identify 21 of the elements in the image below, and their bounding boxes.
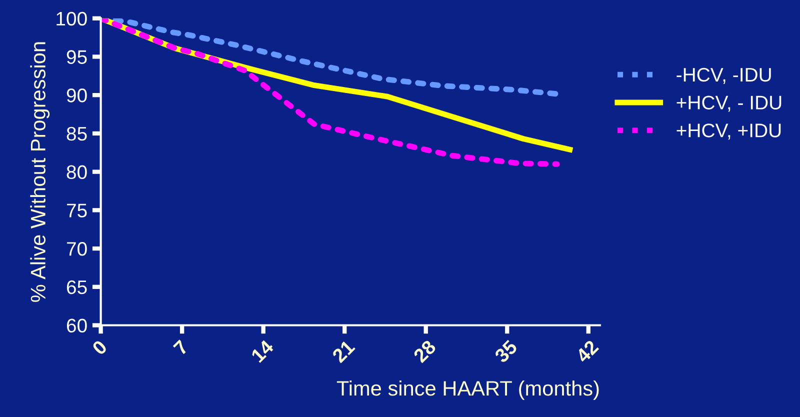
y-tick-label: 80 xyxy=(66,165,87,180)
y-tick-label: 100 xyxy=(56,12,87,26)
x-axis-title: Time since HAART (months) xyxy=(336,380,599,400)
y-tick-label: 70 xyxy=(66,242,87,256)
x-tick-label: 35 xyxy=(494,339,518,364)
legend-label: +HCV, - IDU xyxy=(676,96,782,112)
x-tick-label: 28 xyxy=(412,339,437,364)
legend-label: +HCV, +IDU xyxy=(676,124,781,140)
y-axis-title: % Alive Without Progression xyxy=(30,42,50,302)
y-tick-label: 85 xyxy=(66,126,87,141)
y-tick-label: 90 xyxy=(66,88,87,102)
x-tick-label: 7 xyxy=(172,340,189,356)
x-tick-label: 21 xyxy=(331,339,356,364)
legend-label: -HCV, -IDU xyxy=(676,68,771,84)
y-tick-label: 95 xyxy=(66,50,87,64)
y-tick-label: 60 xyxy=(66,318,87,332)
y-tick-label: 65 xyxy=(66,280,87,294)
x-tick-label: 0 xyxy=(91,339,108,356)
x-tick-label: 42 xyxy=(574,339,600,364)
x-tick-label: 14 xyxy=(250,339,274,363)
y-tick-label: 75 xyxy=(66,204,87,218)
